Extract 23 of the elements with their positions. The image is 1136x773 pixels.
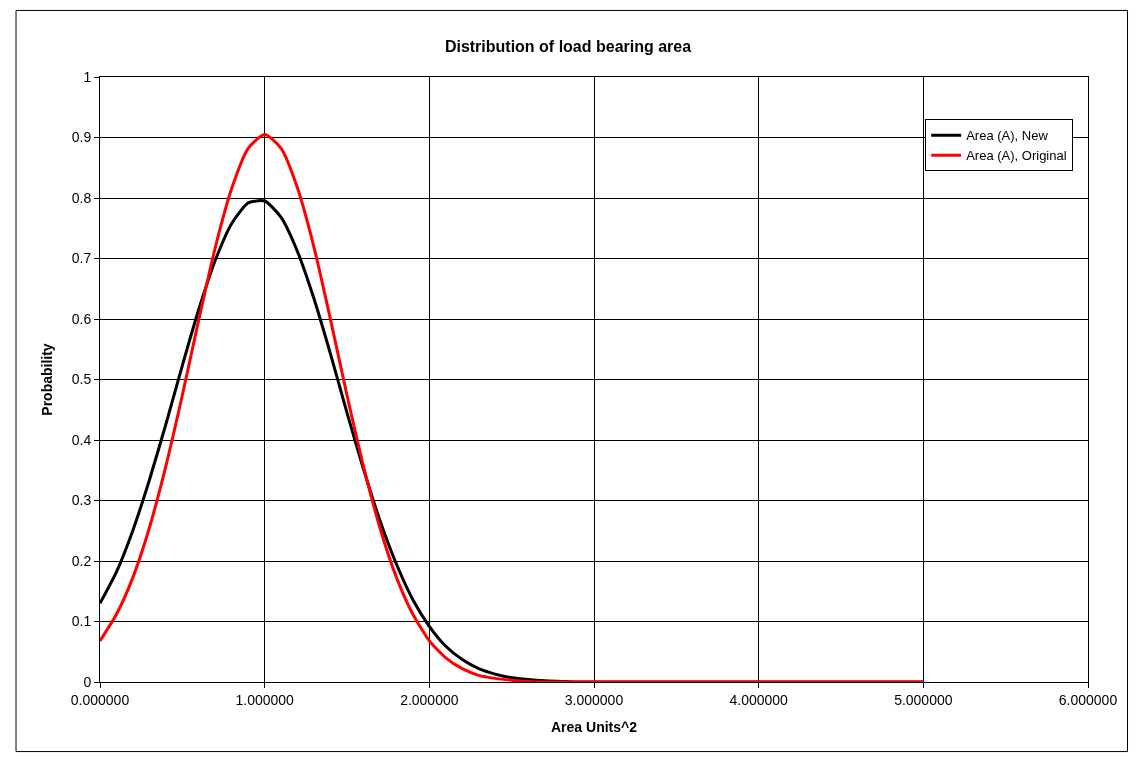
y-tick-label: 0.3 — [71, 492, 92, 509]
y-tick-label: 1 — [83, 68, 92, 85]
y-axis-title: Probability — [39, 343, 56, 416]
y-tick-label: 0.9 — [71, 129, 92, 146]
y-tick-label: 0.8 — [71, 189, 92, 206]
y-tick-label: 0.4 — [71, 431, 92, 448]
y-tick-label: 0.5 — [71, 371, 92, 388]
y-tick-label: 0.6 — [71, 310, 92, 327]
y-tick-label: 0.7 — [71, 250, 92, 267]
chart-title: Distribution of load bearing area — [444, 37, 692, 55]
x-tick-label: 2.000000 — [400, 691, 459, 708]
x-tick-label: 0.000000 — [70, 691, 130, 708]
x-tick-label: 5.000000 — [894, 691, 953, 708]
legend-label: Area (A), Original — [966, 148, 1067, 164]
x-tick-label: 6.000000 — [1058, 691, 1118, 708]
y-tick-label: 0.1 — [71, 613, 92, 630]
y-tick-label: 0 — [83, 673, 92, 690]
y-tick-label: 0.2 — [71, 552, 92, 569]
x-axis-title: Area Units^2 — [551, 719, 638, 736]
x-tick-label: 1.000000 — [235, 691, 295, 708]
legend-label: Area (A), New — [966, 128, 1049, 144]
x-tick-label: 3.000000 — [564, 691, 624, 708]
x-tick-label: 4.000000 — [729, 691, 789, 708]
